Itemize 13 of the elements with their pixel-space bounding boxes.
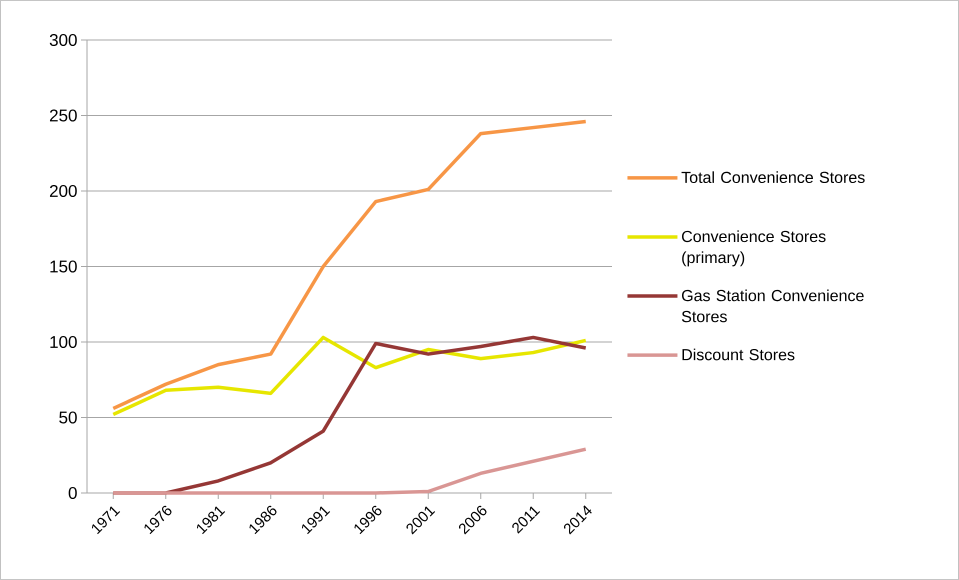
- y-tick-label: 200: [50, 184, 77, 198]
- line-series: [112, 336, 588, 416]
- legend-label: Gas Station Convenience Stores: [682, 289, 864, 322]
- y-tick-label: 50: [59, 411, 77, 424]
- y-tick-label: 300: [50, 34, 77, 46]
- line-series: [112, 120, 588, 410]
- y-tick-label: 0: [68, 486, 77, 500]
- y-tick-label: 150: [50, 260, 77, 273]
- legend-label: Convenience Stores (primary): [682, 230, 826, 266]
- y-tick-label: 250: [50, 109, 77, 122]
- legend-label: Discount Stores: [682, 348, 794, 360]
- y-tick-label: 100: [50, 336, 77, 348]
- legend-label: Total Convenience Stores: [682, 171, 865, 184]
